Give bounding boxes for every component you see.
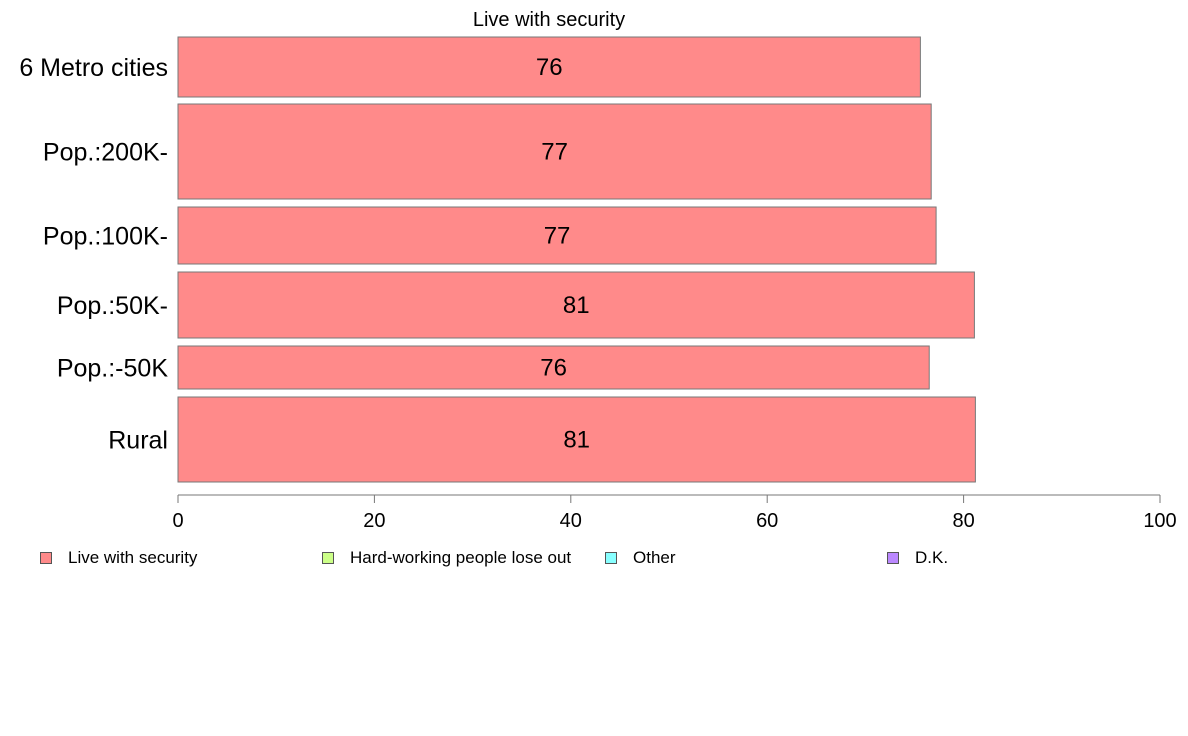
bar <box>177 345 930 390</box>
bar <box>177 103 932 200</box>
bar-value-label: 76 <box>536 54 563 81</box>
bar-value-label: 76 <box>540 355 567 382</box>
bar <box>177 36 921 98</box>
bar <box>177 396 976 483</box>
bar-chart: Live with security 76 6 Metro cities 77 Pop… <box>19 9 1177 532</box>
legend-item-other: Other <box>605 548 676 568</box>
bar-value-label: 77 <box>544 223 571 250</box>
legend-item-hard-working: Hard-working people lose out <box>322 548 571 568</box>
legend-swatch <box>887 552 899 564</box>
bar-value-label: 81 <box>563 427 590 454</box>
bar <box>177 271 975 339</box>
legend-swatch <box>322 552 334 564</box>
x-tick-label: 40 <box>560 510 582 532</box>
legend-swatch <box>40 552 52 564</box>
x-tick-label: 0 <box>172 510 183 532</box>
bar-value-label: 81 <box>563 292 590 319</box>
legend-label: D.K. <box>915 548 949 567</box>
legend-label: Live with security <box>68 548 198 567</box>
category-label: Pop.:50K- <box>57 292 168 320</box>
bars-group: 76 6 Metro cities 77 Pop.:200K- 77 Pop.:100K-… <box>19 36 976 483</box>
x-tick-label: 80 <box>952 510 974 532</box>
chart-title: Live with security <box>473 9 625 31</box>
legend-label: Other <box>633 548 676 567</box>
bar-value-label: 77 <box>541 139 568 166</box>
category-label: Pop.:200K- <box>43 139 168 167</box>
legend: Live with security Hard-working people l… <box>0 548 1188 572</box>
category-label: Rural <box>108 427 168 455</box>
bar <box>177 206 937 265</box>
x-tick-label: 100 <box>1143 510 1176 532</box>
legend-item-live-with-security: Live with security <box>40 548 197 568</box>
category-label: Pop.:100K- <box>43 223 168 251</box>
category-label: 6 Metro cities <box>19 54 168 82</box>
x-axis: 0 20 40 60 80 100 <box>172 494 1177 532</box>
category-label: Pop.:-50K <box>57 355 169 383</box>
legend-item-dk: D.K. <box>887 548 948 568</box>
x-tick-label: 20 <box>363 510 385 532</box>
legend-swatch <box>605 552 617 564</box>
x-tick-label: 60 <box>756 510 778 532</box>
legend-label: Hard-working people lose out <box>350 548 572 567</box>
